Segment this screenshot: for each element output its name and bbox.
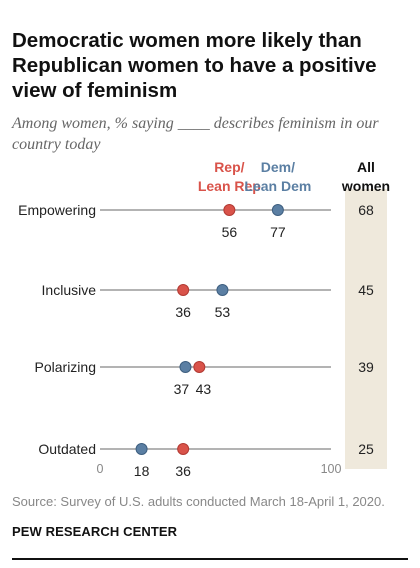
dem-dot [271,204,284,216]
rep-value-label: 36 [175,304,191,320]
all-women-value: 45 [358,282,374,298]
legend-label-rep: Lean Rep [198,178,261,194]
dem-value-label: 77 [270,224,286,240]
rep-value-label: 43 [196,381,212,397]
dem-dot [179,361,192,373]
x-tick-label: 0 [97,462,104,476]
category-label: Inclusive [42,282,97,298]
all-women-value: 25 [358,441,374,457]
chart-title: Democratic women more likely than Republ… [12,29,377,102]
all-women-header-label: women [341,178,390,194]
rep-value-label: 56 [222,224,238,240]
x-tick-label: 100 [321,462,342,476]
rep-dot [177,284,190,296]
category-label: Empowering [18,202,96,218]
x-axis-ticks: 0 100 [97,462,342,476]
dem-dot [216,284,229,296]
source-note: Source: Survey of U.S. adults conducted … [12,494,385,509]
legend-label-rep: Rep/ [214,159,244,175]
all-women-header-label: All [357,159,375,175]
all-women-value: 68 [358,202,374,218]
row-outdated: Outdated 36 18 25 [38,441,374,479]
legend-label-dem: Dem/ [261,159,295,175]
rep-dot [177,443,190,455]
all-women-column-background [345,189,387,469]
chart-rows: Empowering 56 77 68 Inclusive 36 53 45 Polarizin… [18,202,374,479]
all-women-value: 39 [358,359,374,375]
dem-value-label: 37 [174,381,190,397]
rep-dot [223,204,236,216]
chart-subtitle: Among women, % saying ____ describes fem… [12,115,379,153]
category-label: Polarizing [35,359,96,375]
all-women-header: All women [341,159,390,194]
dem-value-label: 53 [215,304,231,320]
dem-dot [135,443,148,455]
legend-label-dem: Lean Dem [244,178,311,194]
row-empowering: Empowering 56 77 68 [18,202,374,240]
organization-name: PEW RESEARCH CENTER [12,524,178,539]
dem-value-label: 18 [134,463,150,479]
row-inclusive: Inclusive 36 53 45 [42,282,374,320]
rep-dot [193,361,206,373]
rep-value-label: 36 [175,463,191,479]
footer-rule [12,558,408,560]
row-polarizing: Polarizing 43 37 39 [35,359,374,397]
category-label: Outdated [38,441,96,457]
